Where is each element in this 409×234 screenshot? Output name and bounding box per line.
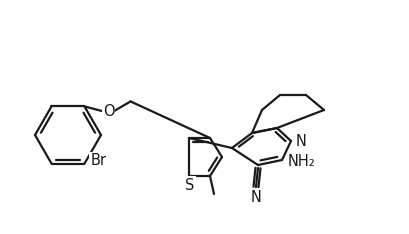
Text: S: S [185,178,194,193]
Text: N: N [295,134,306,149]
Text: O: O [102,104,114,119]
Text: NH₂: NH₂ [288,154,315,169]
Text: N: N [250,190,261,205]
Text: Br: Br [90,153,106,168]
